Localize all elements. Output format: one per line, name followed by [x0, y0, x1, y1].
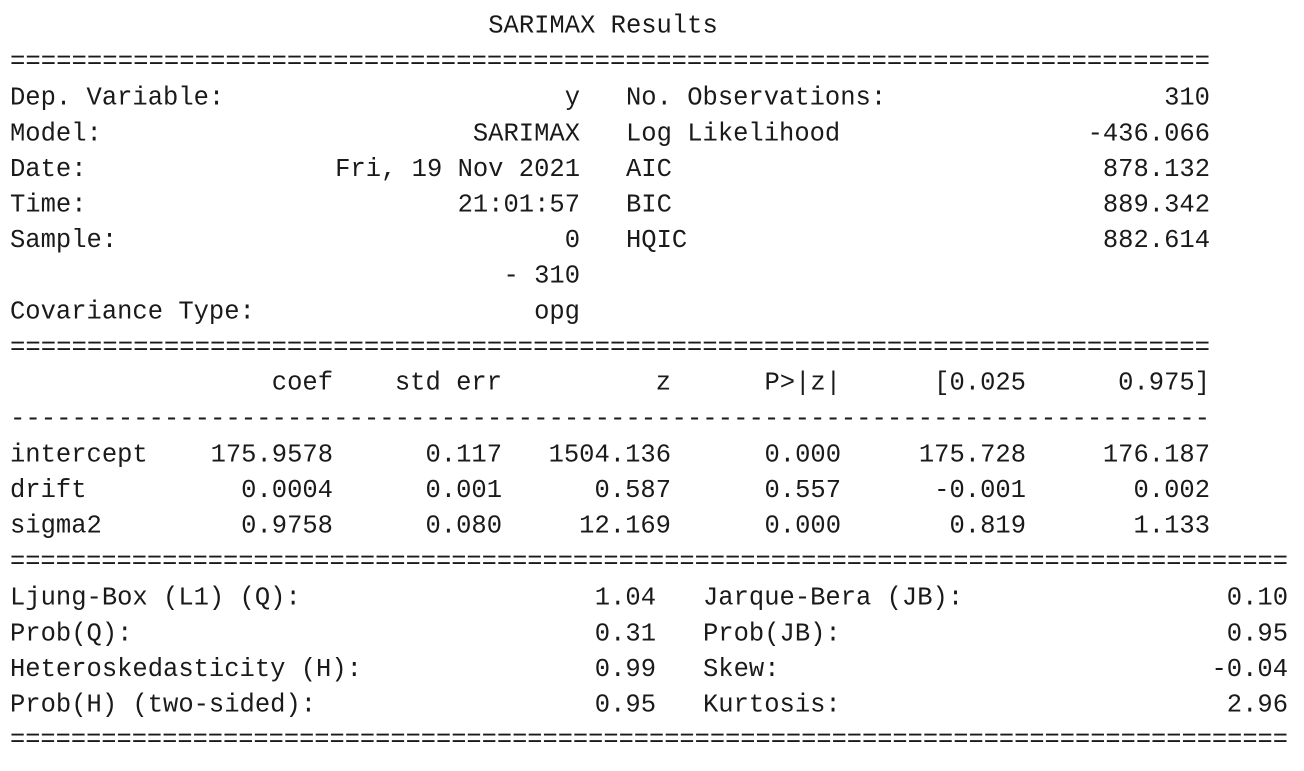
cell: 176.187	[1103, 441, 1210, 470]
cell: 0.0004	[241, 476, 333, 505]
diag-label: Prob(JB):	[703, 619, 841, 648]
info-label: HQIC	[626, 226, 687, 255]
cell: 1504.136	[549, 441, 671, 470]
info-value: 889.342	[1103, 191, 1210, 220]
info-value: 21:01:57	[458, 191, 580, 220]
info-value: - 310	[503, 262, 580, 291]
info-label: Time:	[10, 191, 87, 220]
diag-value: -0.04	[1211, 655, 1288, 684]
diag-value: 0.31	[595, 619, 656, 648]
diag-label: Jarque-Bera (JB):	[703, 584, 963, 613]
column-header: 0.975]	[1118, 369, 1210, 398]
diag-value: 2.96	[1227, 691, 1288, 720]
info-value: opg	[534, 297, 580, 326]
diag-label: Kurtosis:	[703, 691, 841, 720]
info-label: AIC	[626, 155, 672, 184]
info-value: 878.132	[1103, 155, 1210, 184]
info-label: No. Observations:	[626, 84, 886, 113]
cell: 0.002	[1133, 476, 1210, 505]
row-name: sigma2	[10, 512, 102, 541]
diag-value: 0.10	[1227, 584, 1288, 613]
info-label: Covariance Type:	[10, 297, 255, 326]
cell: 0.080	[425, 512, 502, 541]
cell: 0.000	[764, 441, 841, 470]
info-value: SARIMAX	[473, 119, 580, 148]
info-label: BIC	[626, 191, 672, 220]
diag-label: Prob(H) (two-sided):	[10, 691, 316, 720]
cell: 0.000	[764, 512, 841, 541]
info-label: Date:	[10, 155, 87, 184]
info-value: 0	[565, 226, 580, 255]
row-name: intercept	[10, 441, 148, 470]
info-value: Fri, 19 Nov 2021	[335, 155, 580, 184]
separator: ----------------------------------------…	[10, 405, 1210, 434]
column-header: coef	[272, 369, 333, 398]
info-label: Model:	[10, 119, 102, 148]
cell: 175.728	[919, 441, 1026, 470]
row-name: drift	[10, 476, 87, 505]
column-header: [0.025	[934, 369, 1026, 398]
diag-value: 0.95	[1227, 619, 1288, 648]
diag-label: Ljung-Box (L1) (Q):	[10, 584, 301, 613]
separator: ========================================…	[10, 726, 1288, 755]
info-value: 310	[1164, 84, 1210, 113]
cell: 175.9578	[211, 441, 333, 470]
diag-label: Skew:	[703, 655, 780, 684]
diag-value: 1.04	[595, 584, 656, 613]
cell: 1.133	[1133, 512, 1210, 541]
separator: ========================================…	[10, 334, 1210, 363]
cell: 0.001	[425, 476, 502, 505]
separator: ========================================…	[10, 48, 1210, 77]
cell: 0.819	[949, 512, 1026, 541]
info-value: -436.066	[1088, 119, 1210, 148]
separator: ========================================…	[10, 548, 1288, 577]
title: SARIMAX Results	[488, 12, 718, 41]
cell: 0.117	[425, 441, 502, 470]
cell: 0.557	[764, 476, 841, 505]
diag-label: Heteroskedasticity (H):	[10, 655, 362, 684]
info-label: Sample:	[10, 226, 117, 255]
column-header: z	[656, 369, 671, 398]
info-value: y	[565, 84, 580, 113]
cell: 0.587	[594, 476, 671, 505]
column-header: std err	[395, 369, 502, 398]
diag-label: Prob(Q):	[10, 619, 132, 648]
cell: -0.001	[934, 476, 1026, 505]
cell: 12.169	[579, 512, 671, 541]
diag-value: 0.99	[595, 655, 656, 684]
diag-value: 0.95	[595, 691, 656, 720]
column-header: P>|z|	[764, 369, 841, 398]
info-label: Dep. Variable:	[10, 84, 224, 113]
info-value: 882.614	[1103, 226, 1210, 255]
cell: 0.9758	[241, 512, 333, 541]
info-label: Log Likelihood	[626, 119, 840, 148]
